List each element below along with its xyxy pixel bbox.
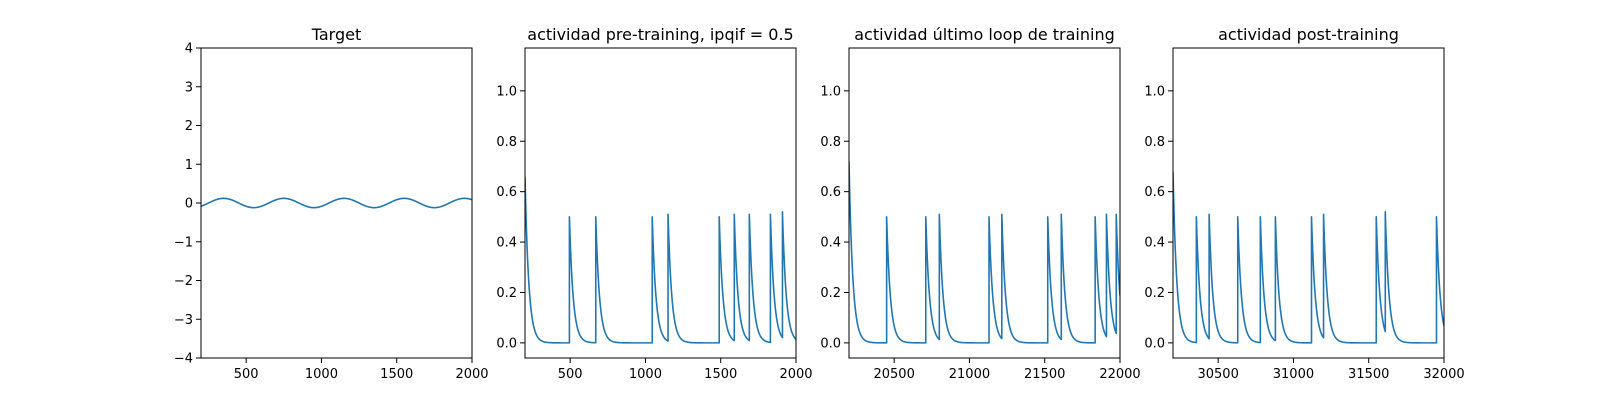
axes-frame: [524, 47, 797, 359]
y-tick-label: 0.6: [1144, 185, 1165, 200]
y-tick-label: 3: [185, 80, 193, 95]
y-tick-label: 0.4: [1144, 236, 1165, 251]
y-tick-label: 0.2: [1144, 286, 1165, 301]
axes-frame: [200, 47, 473, 359]
y-tick-label: 1: [185, 158, 193, 173]
panel-post-training: actividad post-training 30500 31000 31500 3…: [1144, 25, 1464, 382]
x-tick-label: 1500: [380, 367, 413, 382]
y-tick-label: −3: [174, 313, 193, 328]
y-tick-label: 1.0: [496, 84, 517, 99]
panel-target: Target 500 1000 1500 2000 −4 −3 −2 −1 0 1 2 3 4: [174, 25, 489, 382]
x-tick-label: 2000: [455, 367, 488, 382]
y-tick-label: 2: [185, 119, 193, 134]
x-tick-label: 30500: [1197, 367, 1238, 382]
y-tick-label: −1: [174, 235, 193, 250]
x-tick-label: 500: [558, 367, 583, 382]
y-tick-label: 0.0: [820, 336, 841, 351]
x-tick-label: 500: [234, 367, 259, 382]
y-tick-label: 0.4: [496, 236, 517, 251]
axes-frame: [1172, 47, 1445, 359]
panel-pre-training: actividad pre-training, ipqif = 0.5 500 1…: [496, 25, 812, 382]
series-line: [1173, 171, 1444, 344]
y-tick-label: 0.8: [820, 135, 841, 150]
axes-frame: [848, 47, 1121, 359]
y-tick-label: −4: [174, 352, 193, 367]
y-tick-label: 0.6: [820, 185, 841, 200]
series-line: [525, 176, 796, 344]
panel-title: Target: [311, 25, 362, 44]
y-tick-label: 0.8: [1144, 135, 1165, 150]
y-tick-label: 0.8: [496, 135, 517, 150]
y-tick-label: 1.0: [820, 84, 841, 99]
y-tick-label: 0.0: [1144, 336, 1165, 351]
x-tick-label: 1500: [704, 367, 737, 382]
x-tick-label: 21000: [949, 367, 990, 382]
series-line: [849, 161, 1120, 344]
x-tick-label: 21500: [1024, 367, 1065, 382]
y-tick-label: 0.4: [820, 236, 841, 251]
x-tick-label: 20500: [873, 367, 914, 382]
y-tick-label: 0.2: [496, 286, 517, 301]
y-tick-label: 0.0: [496, 336, 517, 351]
y-tick-label: 1.0: [1144, 84, 1165, 99]
y-tick-label: 0: [185, 197, 193, 212]
y-tick-label: −2: [174, 274, 193, 289]
series-line: [201, 197, 472, 209]
y-tick-label: 0.2: [820, 286, 841, 301]
panel-title: actividad último loop de training: [854, 25, 1115, 44]
x-tick-label: 31500: [1348, 367, 1389, 382]
panel-title: actividad pre-training, ipqif = 0.5: [527, 25, 793, 44]
x-tick-label: 31000: [1273, 367, 1314, 382]
y-tick-label: 0.6: [496, 185, 517, 200]
panel-title: actividad post-training: [1218, 25, 1399, 44]
x-tick-label: 32000: [1423, 367, 1464, 382]
x-tick-label: 2000: [779, 367, 812, 382]
panel-last-training-loop: actividad último loop de training 20500 2…: [820, 25, 1140, 382]
y-tick-label: 4: [185, 42, 193, 57]
x-tick-label: 1000: [629, 367, 662, 382]
x-tick-label: 1000: [305, 367, 338, 382]
x-tick-label: 22000: [1099, 367, 1140, 382]
